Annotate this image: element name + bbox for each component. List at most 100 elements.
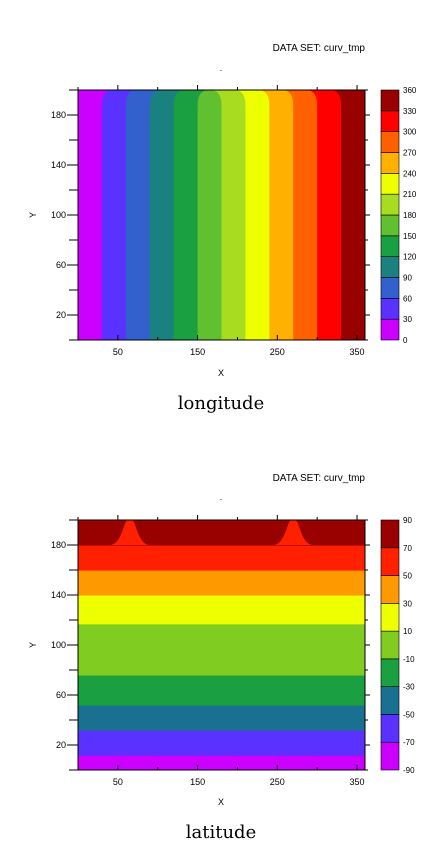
contour-fills (78, 520, 365, 771)
contour-band--30--10 (78, 675, 365, 706)
colorbar-label: 10 (403, 627, 412, 636)
panel-title: longitude (178, 393, 264, 414)
colorbar-box--50 (381, 687, 399, 715)
colorbar: 0 30 60 90 120 150 180 210 240 270 300 330 360 (381, 86, 417, 345)
colorbar-label: 270 (403, 149, 417, 158)
contour-band-50-70 (78, 545, 365, 571)
contour-band-300-330 (317, 90, 342, 340)
colorbar-label: 90 (403, 274, 412, 283)
colorbar-box-10 (381, 603, 399, 631)
colorbar-box--10 (381, 631, 399, 659)
colorbar-box-300 (381, 111, 399, 132)
colorbar-label: 330 (403, 107, 417, 116)
colorbar-box-70 (381, 520, 399, 548)
contour-band--50--30 (78, 705, 365, 731)
y-tick-label: 140 (51, 590, 66, 600)
contour-plot (78, 90, 366, 340)
colorbar: -90 -70 -50 -30 -10 10 30 50 70 90 (381, 516, 415, 775)
colorbar-box-50 (381, 548, 399, 576)
y-tick-label: 20 (56, 310, 66, 320)
contour-band-90-120 (150, 90, 175, 340)
colorbar-box-330 (381, 90, 399, 111)
colorbar-label: -70 (403, 738, 415, 747)
contour-band-60-90 (126, 90, 151, 340)
colorbar-label: 210 (403, 190, 417, 199)
contour-band-10-30 (78, 595, 365, 624)
panel-longitude: DATA SET: curv_tmp . 50 150 250 350 20 60 100… (28, 43, 417, 414)
panel-title: latitude (186, 822, 256, 843)
panel-latitude: DATA SET: curv_tmp . 50 150 250 350 20 60 100… (28, 473, 415, 843)
contour-band--10-10 (78, 624, 365, 676)
colorbar-label: 180 (403, 211, 417, 220)
colorbar-label: 120 (403, 253, 417, 262)
colorbar-label: 50 (403, 572, 412, 581)
colorbar-label: -50 (403, 710, 415, 719)
x-tick-label: 50 (113, 347, 123, 357)
y-axis-label: Y (28, 212, 38, 218)
contour-band-270-300 (293, 90, 318, 340)
x-tick-label: 50 (113, 777, 123, 787)
colorbar-label: -90 (403, 766, 415, 775)
dot-mark: . (220, 492, 223, 502)
x-tick-label: 250 (270, 777, 285, 787)
colorbar-label: 240 (403, 169, 417, 178)
dot-mark: . (220, 63, 223, 73)
colorbar-box-30 (381, 576, 399, 604)
contour-band-30-50 (78, 570, 365, 596)
contour-fills (78, 90, 366, 340)
colorbar-box-0 (381, 319, 399, 340)
x-tick-label: 350 (350, 347, 365, 357)
colorbar-label: 150 (403, 232, 417, 241)
x-tick-label: 250 (270, 347, 285, 357)
colorbar-label: 90 (403, 516, 412, 525)
contour-plot (78, 520, 365, 771)
y-tick-label: 140 (51, 160, 66, 170)
x-axis-label: X (218, 797, 224, 807)
colorbar-box-180 (381, 194, 399, 215)
y-tick-label: 180 (51, 110, 66, 120)
contour-band-0-30 (78, 90, 103, 340)
colorbar-label: -10 (403, 655, 415, 664)
contour-band-30-60 (102, 90, 127, 340)
colorbar-box-240 (381, 153, 399, 174)
colorbar-label: 360 (403, 86, 417, 95)
colorbar-label: 60 (403, 294, 412, 303)
y-tick-label: 60 (56, 260, 66, 270)
y-tick-label: 20 (56, 740, 66, 750)
contour-band-210-240 (245, 90, 270, 340)
x-tick-label: 150 (190, 777, 205, 787)
colorbar-box-150 (381, 215, 399, 236)
colorbar-box--30 (381, 659, 399, 687)
y-tick-label: 100 (51, 210, 66, 220)
dataset-label: DATA SET: curv_tmp (273, 43, 366, 54)
colorbar-box-210 (381, 173, 399, 194)
contour-band--70--50 (78, 730, 365, 756)
dataset-label: DATA SET: curv_tmp (273, 473, 366, 484)
x-tick-label: 350 (350, 777, 365, 787)
colorbar-label: 0 (403, 336, 408, 345)
colorbar-label: 30 (403, 315, 412, 324)
x-tick-label: 150 (190, 347, 205, 357)
contour-band-150-180 (198, 90, 223, 340)
colorbar-label: 30 (403, 599, 412, 608)
y-tick-label: 60 (56, 690, 66, 700)
x-axis-label: X (218, 368, 224, 378)
colorbar-box-60 (381, 278, 399, 299)
colorbar-box-90 (381, 257, 399, 278)
contour-band-240-270 (269, 90, 294, 340)
colorbar-box-30 (381, 298, 399, 319)
colorbar-label: -30 (403, 683, 415, 692)
colorbar-box--70 (381, 714, 399, 742)
y-tick-label: 100 (51, 640, 66, 650)
colorbar-label: 70 (403, 544, 412, 553)
colorbar-label: 300 (403, 128, 417, 137)
colorbar-box-270 (381, 132, 399, 153)
y-tick-label: 180 (51, 540, 66, 550)
contour-band-120-150 (174, 90, 199, 340)
contour-band--90--70 (78, 755, 365, 771)
colorbar-box-120 (381, 236, 399, 257)
contour-band-180-210 (222, 90, 247, 340)
y-axis-label: Y (28, 642, 38, 648)
contour-band-330-360 (341, 90, 366, 340)
